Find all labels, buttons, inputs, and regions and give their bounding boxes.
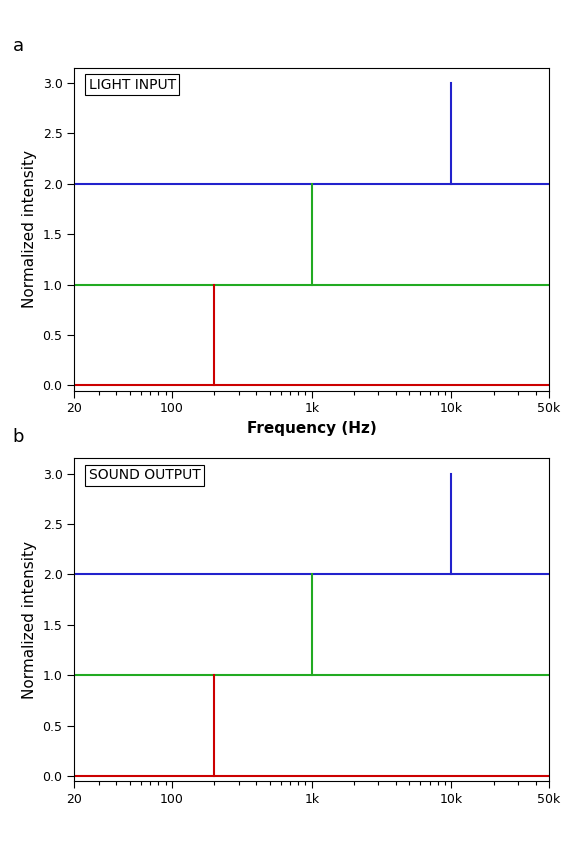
Text: LIGHT INPUT: LIGHT INPUT: [89, 77, 176, 92]
Text: SOUND OUTPUT: SOUND OUTPUT: [89, 468, 200, 482]
Text: a: a: [13, 37, 24, 55]
Y-axis label: Normalized intensity: Normalized intensity: [22, 150, 37, 308]
X-axis label: Frequency (Hz): Frequency (Hz): [247, 421, 376, 436]
Y-axis label: Normalized intensity: Normalized intensity: [22, 541, 37, 699]
Text: b: b: [13, 428, 24, 446]
